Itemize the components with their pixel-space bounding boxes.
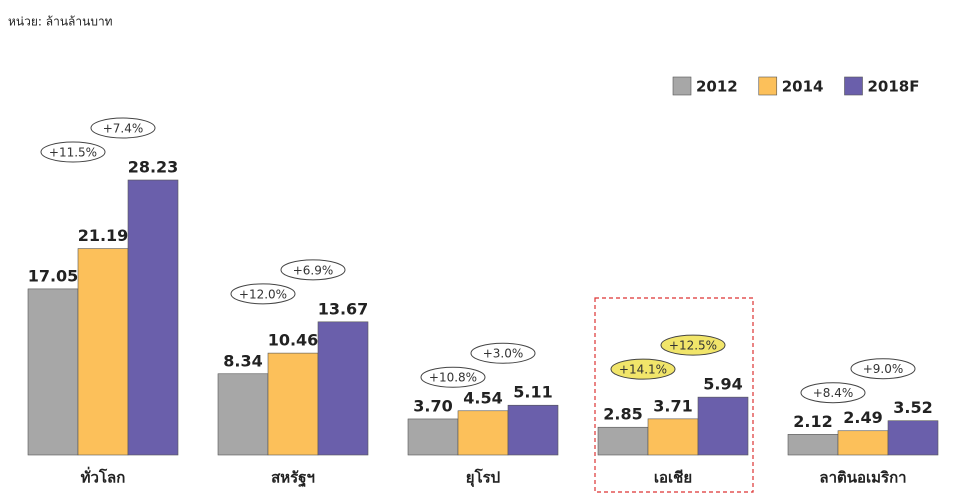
legend-swatch — [758, 76, 778, 96]
highlight-box — [594, 297, 754, 493]
growth-badge — [40, 141, 106, 163]
bar — [597, 426, 649, 456]
bar — [267, 352, 319, 456]
legend-label: 2014 — [782, 78, 824, 96]
growth-label: +11.5% — [49, 146, 97, 160]
bar — [697, 396, 749, 456]
bar — [217, 373, 269, 456]
bar — [27, 288, 79, 456]
growth-label: +3.0% — [483, 347, 524, 361]
growth-badge — [850, 358, 916, 380]
value-label: 4.54 — [463, 388, 502, 407]
bar — [407, 418, 459, 456]
x-tick-label: สหรัฐฯ — [271, 469, 315, 488]
value-label: 28.23 — [128, 158, 179, 177]
bar — [127, 179, 179, 456]
value-label: 2.85 — [603, 405, 642, 424]
growth-badge — [230, 283, 296, 305]
x-tick-label: เอเชีย — [654, 469, 692, 487]
legend-swatch — [672, 76, 692, 96]
unit-label: หน่วย: ล้านล้านบาท — [8, 15, 113, 29]
value-label: 10.46 — [268, 331, 319, 350]
growth-label: +10.8% — [429, 371, 477, 385]
value-label: 2.12 — [793, 412, 832, 431]
growth-badge — [420, 366, 486, 388]
bar — [787, 434, 839, 456]
legend-swatch — [844, 76, 863, 96]
value-label: 3.52 — [893, 398, 932, 417]
bar — [77, 248, 129, 456]
growth-badge — [90, 117, 156, 139]
growth-label: +14.1% — [619, 363, 667, 377]
value-label: 13.67 — [318, 299, 369, 318]
growth-badge — [610, 358, 676, 380]
x-tick-label: ลาตินอเมริกา — [819, 469, 906, 487]
value-label: 8.34 — [223, 351, 262, 370]
value-label: 5.11 — [513, 383, 552, 402]
growth-label: +7.4% — [103, 122, 144, 136]
growth-badge — [800, 382, 866, 404]
growth-label: +6.9% — [293, 263, 334, 277]
growth-label: +8.4% — [813, 386, 854, 400]
bar — [647, 418, 699, 456]
bar — [457, 410, 509, 456]
legend-label: 2012 — [696, 78, 738, 96]
bar — [507, 404, 559, 456]
x-tick-label: ยุโรป — [466, 468, 500, 488]
value-label: 3.70 — [413, 396, 452, 415]
bar — [317, 321, 369, 456]
value-label: 5.94 — [703, 375, 742, 394]
bar — [837, 430, 889, 456]
value-label: 3.71 — [653, 396, 692, 415]
legend-label: 2018F — [868, 78, 920, 96]
growth-badge — [660, 334, 726, 356]
growth-label: +9.0% — [863, 362, 904, 376]
x-tick-label: ทั่วโลก — [81, 467, 126, 487]
bar — [887, 420, 939, 456]
growth-label: +12.0% — [239, 287, 287, 301]
value-label: 21.19 — [78, 226, 129, 245]
value-label: 2.49 — [843, 408, 882, 427]
value-label: 17.05 — [28, 266, 79, 285]
growth-badge — [470, 342, 536, 364]
growth-label: +12.5% — [669, 339, 717, 353]
growth-badge — [280, 259, 346, 281]
